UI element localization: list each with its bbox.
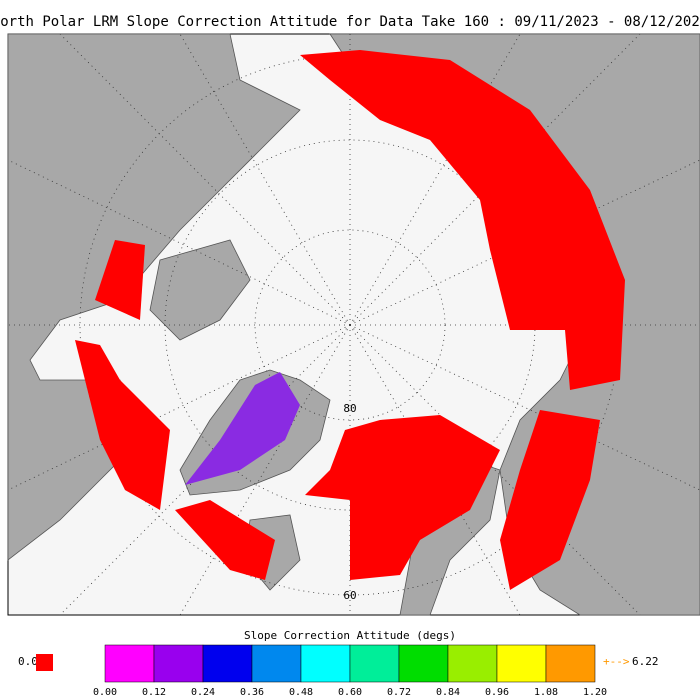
colorbar-box (349, 644, 400, 683)
colorbar-box (447, 644, 498, 683)
colorbar-tick-label: 0.48 (289, 687, 313, 698)
colorbar-tick-label: 0.12 (142, 687, 166, 698)
above-label: 6.22 (632, 655, 659, 668)
colorbar-box (251, 644, 302, 683)
colorbar-tick-label: 1.20 (583, 687, 607, 698)
colorbar-tick-label: 0.60 (338, 687, 362, 698)
colorbar-box (153, 644, 204, 683)
colorbar-box (202, 644, 253, 683)
colorbar-tick-label: 0.24 (191, 687, 215, 698)
colorbar-box (496, 644, 547, 683)
colorbar-tick-label: 0.84 (436, 687, 460, 698)
swath (300, 50, 625, 390)
swath (500, 410, 600, 590)
land-islands (149, 239, 251, 341)
colorbar-box (545, 644, 596, 683)
colorbar-box (398, 644, 449, 683)
colorbar-tick-label: 0.00 (93, 687, 117, 698)
slope-data (185, 372, 300, 485)
colorbar-label: Slope Correction Attitude (degs) (244, 629, 456, 642)
swath (75, 340, 170, 510)
below-label: 0.0 (18, 655, 38, 668)
map: 80 60 (7, 33, 700, 616)
colorbar-box (300, 644, 351, 683)
colorbar-tick-label: 0.72 (387, 687, 411, 698)
below-swatch (36, 654, 53, 671)
lat-label: 80 (343, 402, 356, 415)
colorbar-tick-label: 0.36 (240, 687, 264, 698)
colorbar-tick-label: 0.96 (485, 687, 509, 698)
lat-label: 60 (343, 589, 356, 602)
title: North Polar LRM Slope Correction Attitud… (0, 14, 700, 30)
land-west (7, 33, 301, 561)
colorbar-tick-label: 1.08 (534, 687, 558, 698)
above-arrow: +--> (603, 655, 630, 668)
swath (305, 415, 500, 580)
swath (175, 500, 275, 580)
colorbar-box (104, 644, 155, 683)
swath (95, 240, 145, 320)
